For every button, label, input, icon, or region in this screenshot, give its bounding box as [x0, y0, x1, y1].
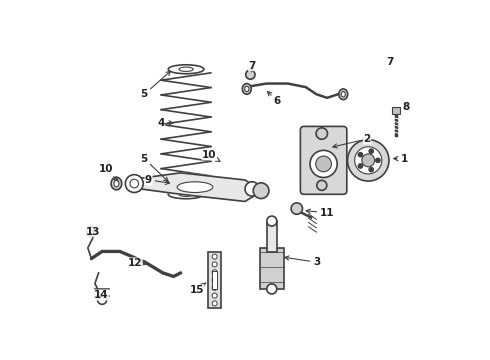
Text: 7: 7	[248, 61, 256, 72]
Bar	[260, 248, 284, 289]
Circle shape	[245, 70, 255, 79]
Circle shape	[317, 180, 327, 190]
Circle shape	[358, 164, 363, 168]
Circle shape	[362, 154, 375, 167]
Circle shape	[267, 216, 277, 226]
Ellipse shape	[111, 177, 122, 190]
Circle shape	[358, 153, 363, 157]
Ellipse shape	[177, 182, 213, 193]
Circle shape	[125, 175, 143, 193]
Text: 10: 10	[98, 164, 118, 181]
Bar	[392, 108, 400, 114]
Circle shape	[245, 182, 259, 196]
Circle shape	[98, 295, 107, 304]
Circle shape	[212, 278, 217, 283]
Ellipse shape	[339, 89, 348, 100]
Text: 10: 10	[202, 150, 220, 162]
Circle shape	[369, 149, 373, 153]
Circle shape	[212, 293, 217, 298]
Circle shape	[212, 270, 217, 275]
Circle shape	[347, 140, 389, 181]
Circle shape	[212, 301, 217, 306]
Circle shape	[316, 156, 331, 172]
Ellipse shape	[245, 86, 249, 91]
Text: 2: 2	[333, 134, 371, 148]
Circle shape	[291, 203, 302, 214]
Circle shape	[212, 254, 217, 259]
Text: 13: 13	[86, 227, 100, 237]
Circle shape	[355, 147, 382, 174]
Circle shape	[253, 183, 269, 199]
Ellipse shape	[243, 84, 251, 94]
Circle shape	[87, 227, 96, 237]
Polygon shape	[127, 173, 263, 202]
Text: 6: 6	[268, 91, 281, 107]
FancyBboxPatch shape	[300, 126, 347, 194]
Text: 5: 5	[141, 71, 171, 99]
Bar	[212, 271, 218, 289]
Text: 1: 1	[393, 154, 408, 163]
Text: 7: 7	[386, 57, 393, 67]
Circle shape	[376, 158, 380, 162]
Circle shape	[369, 167, 373, 172]
Text: 15: 15	[190, 283, 206, 295]
Bar	[267, 221, 276, 252]
Bar	[208, 252, 221, 308]
Circle shape	[130, 179, 139, 188]
Circle shape	[267, 284, 277, 294]
Text: 14: 14	[94, 290, 109, 300]
Text: 5: 5	[141, 154, 168, 181]
Text: 9: 9	[145, 175, 170, 185]
Text: 8: 8	[402, 102, 409, 112]
Text: 3: 3	[285, 256, 320, 267]
Text: 12: 12	[128, 258, 146, 268]
Circle shape	[212, 262, 217, 267]
Circle shape	[310, 150, 337, 177]
Text: 4: 4	[157, 118, 173, 128]
Circle shape	[212, 285, 217, 290]
Text: 11: 11	[306, 208, 334, 218]
Circle shape	[316, 128, 327, 139]
Ellipse shape	[341, 91, 345, 97]
Ellipse shape	[114, 180, 119, 187]
